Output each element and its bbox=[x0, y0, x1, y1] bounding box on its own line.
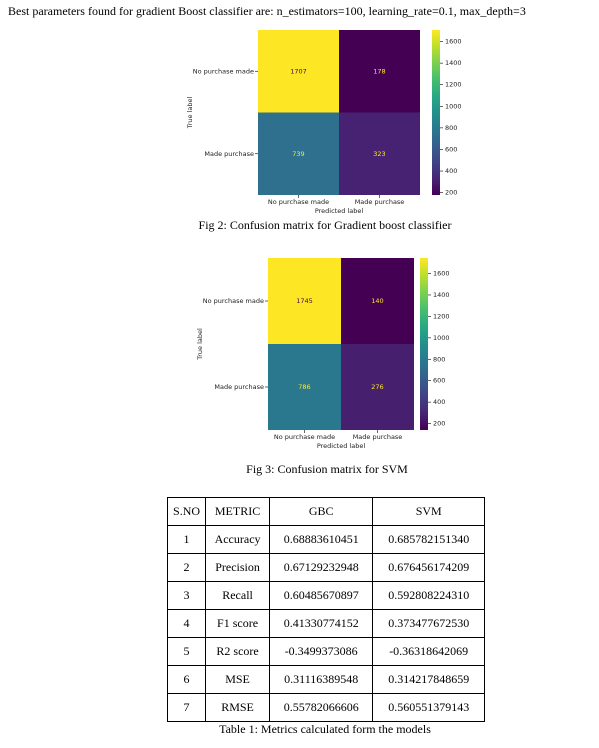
heatmap-cell bbox=[268, 258, 341, 344]
x-tick-label: Made purchase bbox=[355, 198, 405, 206]
colorbar-tick-label: 1600 bbox=[433, 270, 450, 278]
table-cell: R2 score bbox=[205, 637, 270, 666]
colorbar-tick-label: 800 bbox=[433, 355, 445, 363]
colorbar-tick-label: 200 bbox=[445, 189, 457, 197]
table-cell: F1 score bbox=[205, 609, 270, 638]
table-cell: 1 bbox=[166, 525, 207, 554]
heatmap-cell bbox=[258, 112, 339, 195]
y-tick-label: No purchase made bbox=[193, 67, 254, 75]
table-cell: Recall bbox=[205, 581, 270, 610]
table-cell: 0.314217848659 bbox=[372, 665, 485, 694]
x-tick-label: No purchase made bbox=[274, 433, 335, 441]
colorbar-tick-label: 1400 bbox=[445, 59, 462, 67]
table-row: 3 Recall 0.60485670897 0.592808224310 bbox=[166, 581, 485, 610]
cell-label: 178 bbox=[373, 67, 385, 75]
table-cell: -0.3499373086 bbox=[268, 637, 374, 666]
table-header: S.NO METRIC GBC SVM bbox=[166, 497, 485, 526]
colorbar bbox=[420, 258, 428, 430]
table-cell: 4 bbox=[166, 609, 207, 638]
table-cell: Precision bbox=[205, 553, 270, 582]
heatmap-cell bbox=[339, 112, 420, 195]
table-row: 6 MSE 0.31116389548 0.314217848659 bbox=[166, 665, 485, 694]
heatmap-cell bbox=[258, 30, 339, 113]
caption: Table 1: Metrics calculated form the mod… bbox=[219, 722, 431, 736]
table-cell: 0.685782151340 bbox=[372, 525, 485, 554]
table-cell: Accuracy bbox=[205, 525, 270, 554]
colorbar-tick-label: 1000 bbox=[433, 334, 450, 342]
heatmap-cell bbox=[268, 344, 341, 430]
table-cell: 6 bbox=[166, 665, 207, 694]
table-cell: 0.60485670897 bbox=[268, 581, 374, 610]
cell-label: 276 bbox=[371, 383, 383, 391]
y-axis-label: True label bbox=[186, 97, 194, 130]
table-cell: 0.560551379143 bbox=[372, 693, 485, 722]
colorbar-tick-label: 200 bbox=[433, 420, 445, 428]
x-tick-label: Made purchase bbox=[353, 433, 403, 441]
table-cell: 5 bbox=[166, 637, 207, 666]
table-cell: 0.31116389548 bbox=[268, 665, 374, 694]
table-cell: 2 bbox=[166, 553, 207, 582]
y-axis-label: True label bbox=[196, 328, 204, 361]
table-cell: 0.41330774152 bbox=[268, 609, 374, 638]
cell-label: 739 bbox=[292, 150, 304, 158]
table-row: 4 F1 score 0.41330774152 0.373477672530 bbox=[166, 609, 485, 638]
table-cell: 0.68883610451 bbox=[268, 525, 374, 554]
table-cell: 0.592808224310 bbox=[372, 581, 485, 610]
table-row: 7 RMSE 0.55782066606 0.560551379143 bbox=[166, 693, 485, 722]
colorbar-tick-label: 600 bbox=[433, 377, 445, 385]
colorbar-tick-label: 1600 bbox=[445, 38, 462, 46]
colorbar-tick-label: 400 bbox=[433, 398, 445, 406]
y-tick-label: Made purchase bbox=[214, 383, 264, 391]
heatmap-cell bbox=[341, 344, 414, 430]
caption: Fig 2: Confusion matrix for Gradient boo… bbox=[199, 218, 452, 232]
heatmap-cell bbox=[339, 30, 420, 113]
y-tick-label: No purchase made bbox=[203, 297, 264, 305]
colorbar-tick-label: 1000 bbox=[445, 102, 462, 110]
cell-label: 1745 bbox=[296, 297, 313, 305]
table-cell: SVM bbox=[372, 497, 485, 526]
cell-label: 323 bbox=[373, 150, 385, 158]
colorbar-tick-label: 400 bbox=[445, 167, 457, 175]
y-tick-label: Made purchase bbox=[204, 150, 254, 158]
table-cell: METRIC bbox=[205, 497, 270, 526]
header-title: Best parameters found for gradient Boost… bbox=[8, 4, 526, 18]
table-cell: RMSE bbox=[205, 693, 270, 722]
heatmap-cell bbox=[341, 258, 414, 344]
table-cell: -0.36318642069 bbox=[372, 637, 485, 666]
table-cell: 0.373477672530 bbox=[372, 609, 485, 638]
colorbar-tick-label: 1400 bbox=[433, 291, 450, 299]
cell-label: 140 bbox=[371, 297, 383, 305]
table-row: 2 Precision 0.67129232948 0.676456174209 bbox=[166, 553, 485, 582]
table-cell: GBC bbox=[268, 497, 374, 526]
colorbar-tick-label: 1200 bbox=[445, 81, 462, 89]
colorbar-tick-label: 1200 bbox=[433, 312, 450, 320]
cell-label: 1707 bbox=[290, 67, 307, 75]
table-cell: S.NO bbox=[166, 497, 207, 526]
table-cell: 0.67129232948 bbox=[268, 553, 374, 582]
x-tick-label: No purchase made bbox=[268, 198, 329, 206]
metrics-table: S.NO METRIC GBC SVM 1 Accuracy 0.68883610451 0.… bbox=[166, 497, 485, 722]
colorbar bbox=[432, 30, 440, 195]
table-cell: MSE bbox=[205, 665, 270, 694]
table-cell: 3 bbox=[166, 581, 207, 610]
caption: Fig 3: Confusion matrix for SVM bbox=[246, 462, 408, 476]
cell-label: 786 bbox=[298, 383, 310, 391]
x-axis-label: Predicted label bbox=[315, 207, 363, 215]
table-cell: 7 bbox=[166, 693, 207, 722]
table-cell: 0.676456174209 bbox=[372, 553, 485, 582]
table-row: 5 R2 score -0.3499373086 -0.36318642069 bbox=[166, 637, 485, 666]
x-axis-label: Predicted label bbox=[317, 442, 365, 450]
table-cell: 0.55782066606 bbox=[268, 693, 374, 722]
colorbar-tick-label: 800 bbox=[445, 124, 457, 132]
table-row: 1 Accuracy 0.68883610451 0.685782151340 bbox=[166, 525, 485, 554]
colorbar-tick-label: 600 bbox=[445, 145, 457, 153]
